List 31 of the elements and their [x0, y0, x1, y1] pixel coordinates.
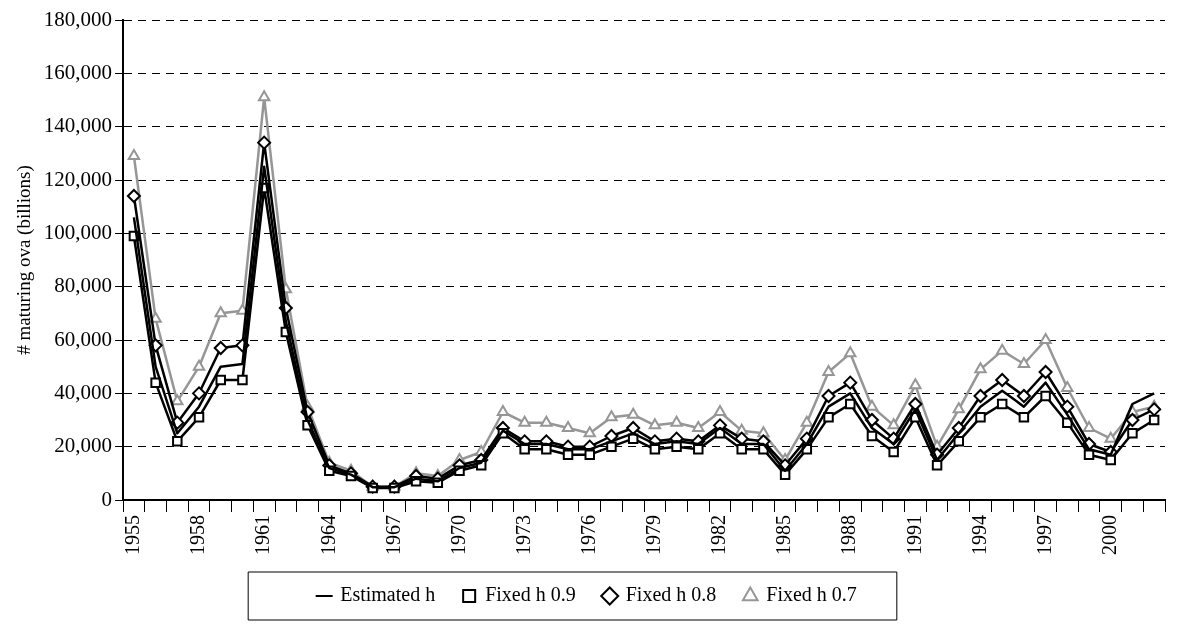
x-tick-label: 2000 [1097, 515, 1120, 555]
y-tick-label: 60,000 [54, 326, 113, 351]
y-tick-label: 20,000 [54, 433, 113, 458]
x-tick-label: 1988 [837, 515, 860, 555]
x-tick-label: 1961 [251, 515, 274, 555]
x-tick-label: 1958 [186, 515, 209, 555]
legend-label: Fixed h 0.9 [485, 583, 576, 606]
y-tick-label: 80,000 [54, 273, 113, 298]
x-tick-label: 1964 [316, 515, 339, 555]
y-tick-label: 160,000 [43, 59, 113, 84]
legend-label: Fixed h 0.7 [766, 583, 857, 606]
legend-label: Fixed h 0.8 [625, 583, 717, 606]
legend-label: Estimated h [340, 583, 436, 606]
x-tick-label: 1967 [381, 515, 404, 555]
x-tick-label: 1994 [967, 515, 990, 555]
x-tick-label: 1985 [772, 515, 795, 555]
y-axis-title: # maturing ova (billions) [13, 165, 36, 355]
x-tick-label: 1979 [642, 515, 665, 555]
x-tick-label: 1982 [707, 515, 730, 555]
x-tick-label: 1976 [577, 515, 600, 555]
y-tick-label: 100,000 [43, 219, 113, 244]
y-tick-label: 40,000 [54, 379, 113, 404]
x-tick-label: 1955 [121, 515, 144, 555]
y-tick-label: 0 [101, 486, 113, 511]
y-tick-label: 120,000 [43, 166, 113, 191]
y-tick-label: 180,000 [43, 6, 113, 31]
x-tick-label: 1973 [511, 515, 534, 555]
x-tick-label: 1997 [1032, 515, 1055, 555]
x-tick-label: 1991 [902, 515, 925, 555]
x-tick-label: 1970 [446, 515, 469, 555]
y-tick-label: 140,000 [43, 113, 113, 138]
